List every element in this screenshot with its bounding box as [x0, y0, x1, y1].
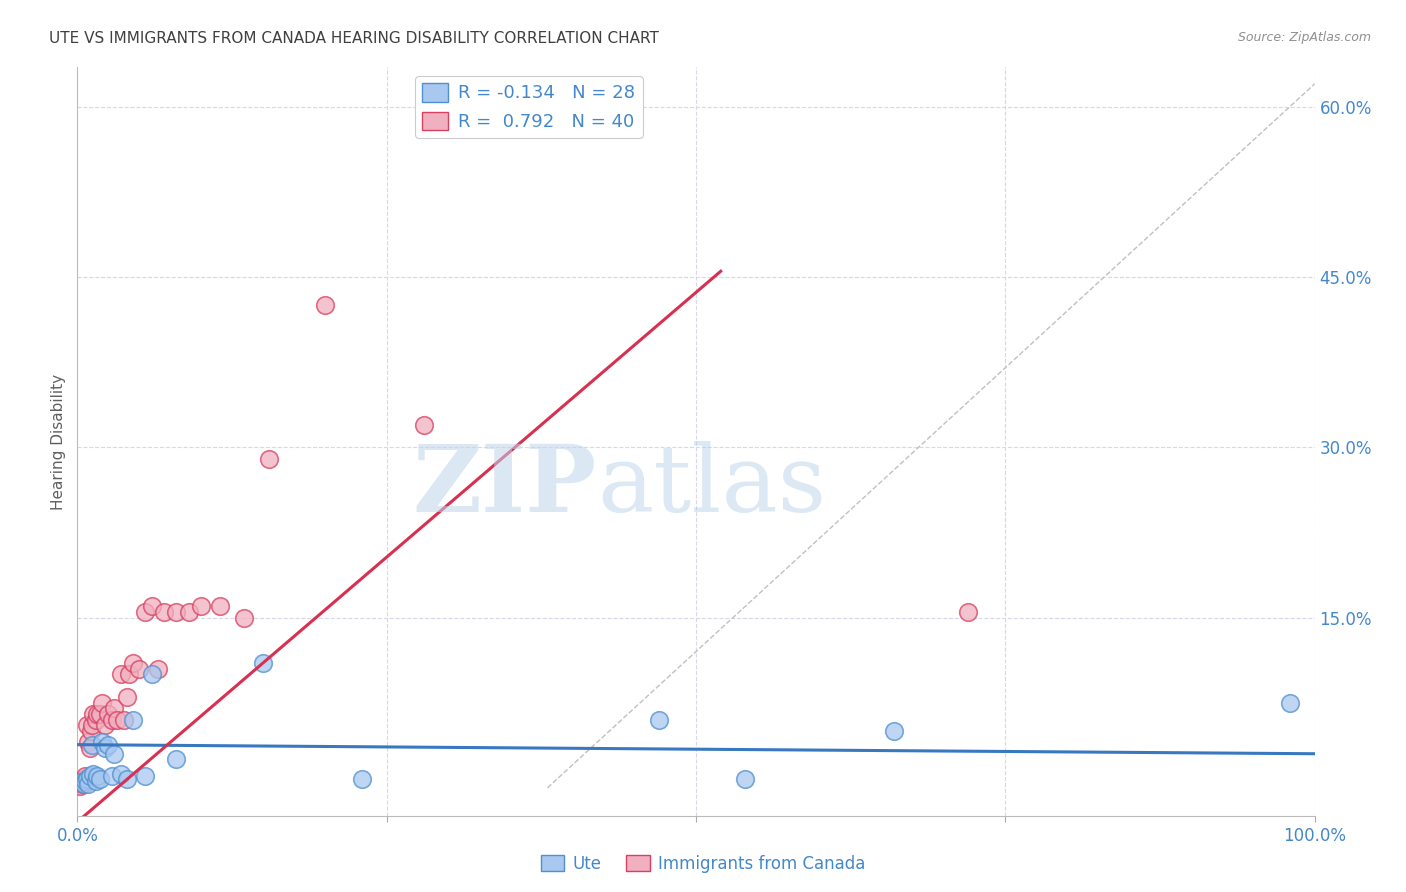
Point — [93, 718, 115, 732]
Point — [73, 769, 96, 783]
Legend: Ute, Immigrants from Canada: Ute, Immigrants from Canada — [534, 848, 872, 880]
Point — [79, 741, 101, 756]
Point — [84, 713, 107, 727]
Point — [177, 605, 200, 619]
Point — [79, 769, 101, 783]
Point — [110, 767, 132, 781]
Point — [76, 772, 98, 786]
Point — [118, 667, 141, 681]
Point — [115, 690, 138, 704]
Point — [165, 752, 187, 766]
Y-axis label: Hearing Disability: Hearing Disability — [51, 374, 66, 509]
Point — [97, 706, 120, 721]
Point — [101, 713, 124, 727]
Point — [128, 662, 150, 676]
Point — [412, 417, 434, 432]
Point — [72, 772, 94, 786]
Point — [103, 747, 125, 761]
Point — [70, 775, 93, 789]
Point — [208, 599, 231, 614]
Point — [883, 724, 905, 739]
Point — [72, 777, 94, 791]
Point — [84, 774, 107, 789]
Point — [82, 767, 104, 781]
Point — [80, 724, 103, 739]
Point — [957, 605, 980, 619]
Text: atlas: atlas — [598, 442, 827, 532]
Point — [72, 777, 94, 791]
Point — [76, 718, 98, 732]
Point — [89, 772, 111, 786]
Point — [91, 735, 114, 749]
Point — [110, 667, 132, 681]
Text: ZIP: ZIP — [413, 442, 598, 532]
Point — [89, 706, 111, 721]
Point — [122, 656, 145, 670]
Point — [69, 779, 91, 793]
Point — [97, 738, 120, 752]
Point — [190, 599, 212, 614]
Text: UTE VS IMMIGRANTS FROM CANADA HEARING DISABILITY CORRELATION CHART: UTE VS IMMIGRANTS FROM CANADA HEARING DI… — [49, 31, 659, 46]
Point — [77, 777, 100, 791]
Point — [75, 775, 97, 789]
Point — [73, 774, 96, 789]
Point — [134, 769, 156, 783]
Point — [82, 706, 104, 721]
Legend: R = -0.134   N = 28, R =  0.792   N = 40: R = -0.134 N = 28, R = 0.792 N = 40 — [415, 76, 643, 138]
Point — [233, 610, 256, 624]
Point — [86, 706, 108, 721]
Point — [252, 656, 274, 670]
Point — [134, 605, 156, 619]
Point — [70, 775, 93, 789]
Point — [93, 741, 115, 756]
Point — [103, 701, 125, 715]
Point — [91, 696, 114, 710]
Point — [101, 769, 124, 783]
Point — [146, 662, 169, 676]
Point — [314, 298, 336, 312]
Point — [82, 738, 104, 752]
Point — [86, 769, 108, 783]
Point — [1278, 696, 1301, 710]
Point — [112, 713, 135, 727]
Point — [105, 713, 128, 727]
Point — [115, 772, 138, 786]
Point — [257, 451, 280, 466]
Point — [122, 713, 145, 727]
Point — [350, 772, 373, 786]
Point — [141, 599, 163, 614]
Point — [153, 605, 176, 619]
Point — [82, 718, 104, 732]
Point — [734, 772, 756, 786]
Text: Source: ZipAtlas.com: Source: ZipAtlas.com — [1237, 31, 1371, 45]
Point — [77, 735, 100, 749]
Point — [141, 667, 163, 681]
Point — [648, 713, 671, 727]
Point — [165, 605, 187, 619]
